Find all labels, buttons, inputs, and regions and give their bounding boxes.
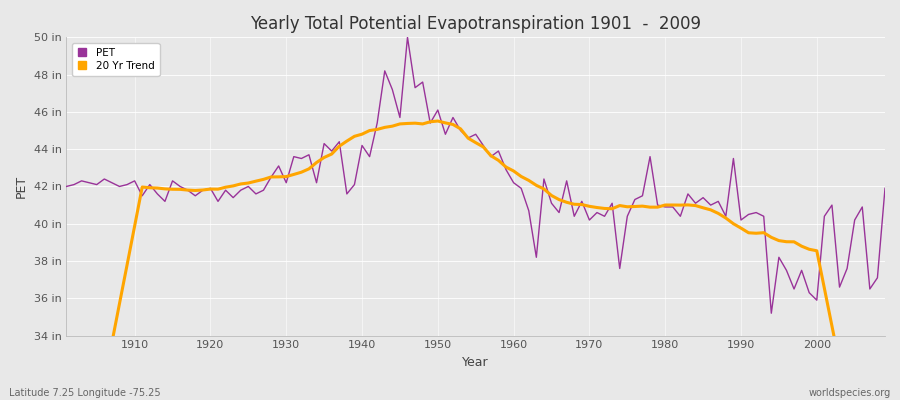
PET: [402, 35, 413, 40]
PET: [516, 186, 526, 191]
PET: [122, 182, 132, 187]
PET: [334, 139, 345, 144]
PET: [879, 186, 890, 191]
20 Yr Trend: [432, 119, 443, 124]
Text: Latitude 7.25 Longitude -75.25: Latitude 7.25 Longitude -75.25: [9, 388, 160, 398]
20 Yr Trend: [607, 206, 617, 211]
Line: 20 Yr Trend: 20 Yr Trend: [67, 121, 885, 400]
PET: [766, 311, 777, 316]
20 Yr Trend: [508, 168, 519, 173]
Text: worldspecies.org: worldspecies.org: [809, 388, 891, 398]
Title: Yearly Total Potential Evapotranspiration 1901  -  2009: Yearly Total Potential Evapotranspiratio…: [250, 15, 701, 33]
PET: [288, 154, 299, 159]
20 Yr Trend: [516, 174, 526, 179]
Legend: PET, 20 Yr Trend: PET, 20 Yr Trend: [72, 42, 159, 76]
Y-axis label: PET: PET: [15, 175, 28, 198]
X-axis label: Year: Year: [463, 356, 489, 369]
Line: PET: PET: [67, 37, 885, 313]
20 Yr Trend: [122, 263, 132, 268]
PET: [508, 180, 519, 185]
20 Yr Trend: [334, 144, 345, 148]
PET: [607, 201, 617, 206]
PET: [61, 184, 72, 189]
20 Yr Trend: [288, 172, 299, 177]
